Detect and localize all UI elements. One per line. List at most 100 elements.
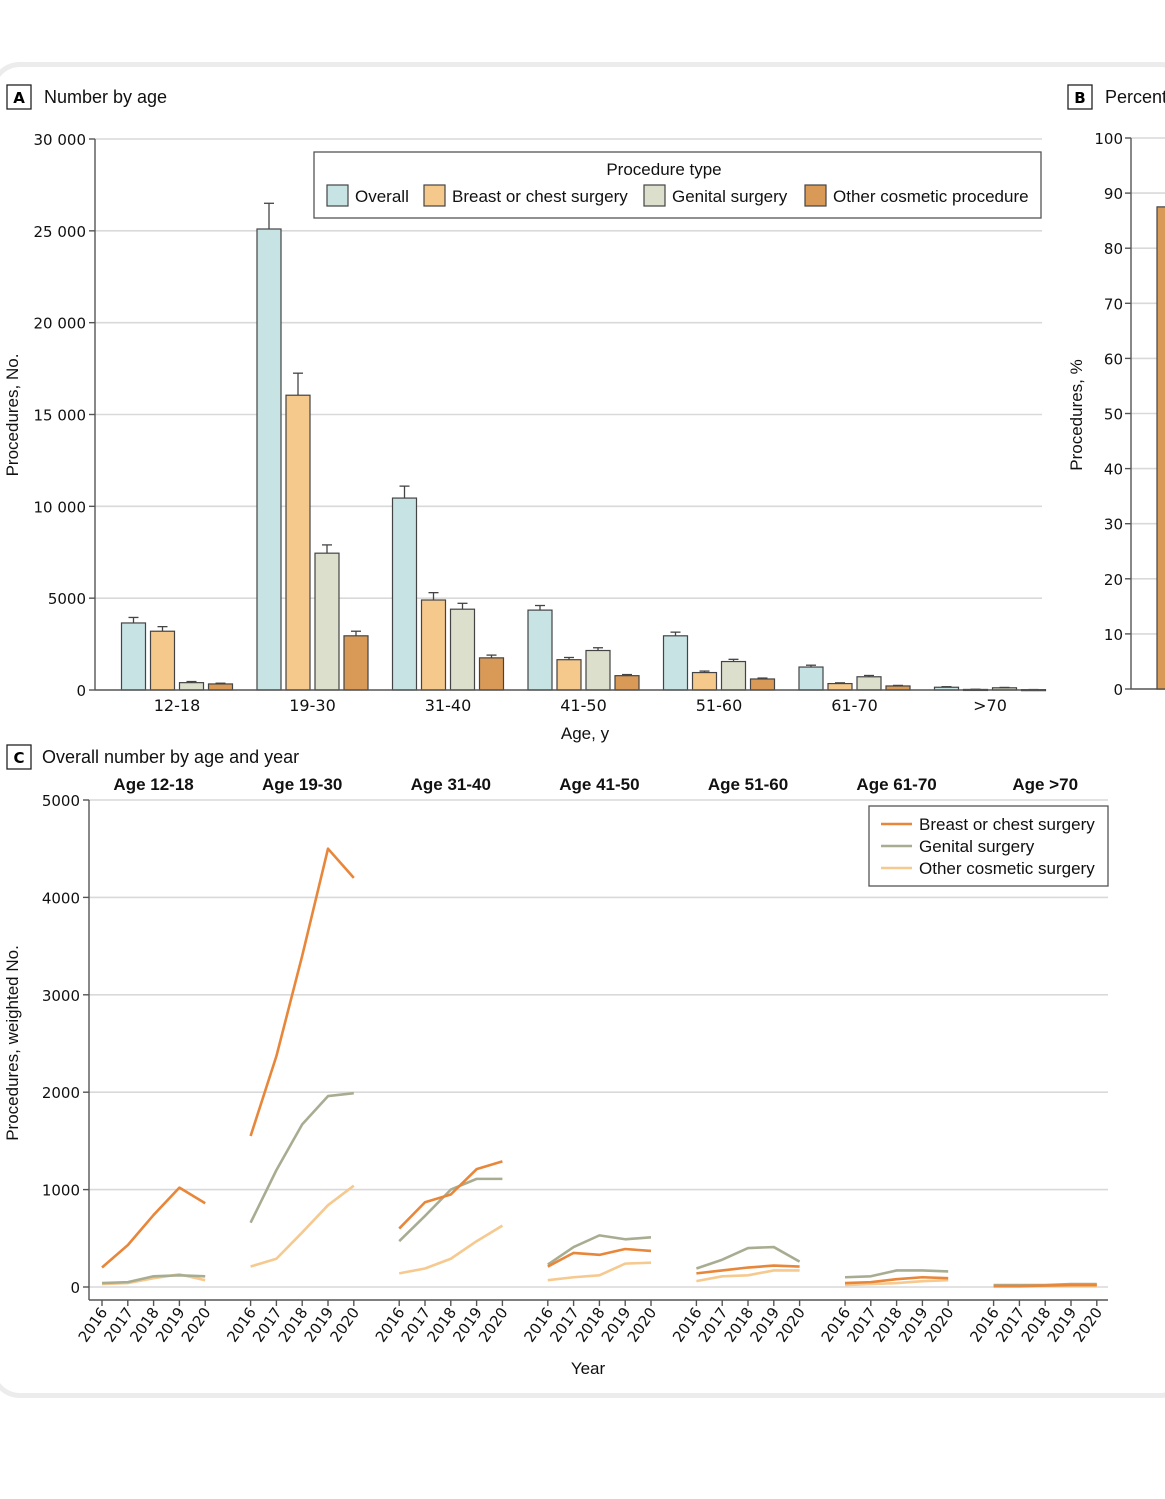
x-tick-label: 2020 [1069,1304,1106,1346]
panel-a-letter: A [13,89,25,107]
panel-a-legend: Procedure type Overall Breast or chest su… [313,151,1042,219]
x-tick-label: 51-60 [696,696,743,715]
series-line [398,1160,503,1230]
panel-c-header: C Overall number by age and year [6,744,299,770]
group-label: Age 61-70 [856,775,936,794]
legend-label: Other cosmetic surgery [919,859,1095,878]
y-tick-label: 60 [1104,350,1123,368]
x-tick-label: 2020 [326,1304,363,1346]
bar [556,659,582,691]
series-line [844,1275,949,1285]
bar [343,635,369,691]
y-tick-label: 2000 [42,1084,80,1102]
series-line [249,1091,354,1224]
series-line [547,1234,652,1266]
bar [691,671,718,691]
bar [827,682,853,691]
group-label: Age >70 [1012,775,1078,794]
bar [207,683,234,691]
legend-swatch [804,184,827,207]
series-line [547,1261,652,1282]
bar [256,228,282,691]
y-tick-label: 50 [1104,406,1123,424]
panel-a-letter-box [6,84,32,110]
legend-label: Genital surgery [919,837,1035,856]
bar [798,666,824,691]
y-tick-label: 30 [1104,516,1123,534]
x-tick-label: 31-40 [425,696,472,715]
bar [178,682,205,691]
y-tick-label: 10 000 [34,498,87,516]
y-tick-label: 5000 [48,590,86,608]
x-tick-label: 2020 [772,1304,809,1346]
panel-c-letter: C [13,749,24,767]
panel-c-legend: Breast or chest surgery Genital surgery Ot… [868,805,1109,887]
bar [585,649,611,691]
panel-a-y-label: Procedures, No. [3,354,22,477]
group-label: Age 19-30 [262,775,342,794]
bar [527,609,553,691]
legend-label: Overall [355,187,409,206]
x-tick-label: 19-30 [289,696,336,715]
series-line [844,1278,949,1287]
x-tick-label: 2020 [178,1304,215,1346]
legend-swatch [643,184,666,207]
legend-label: Breast or chest surgery [919,815,1095,834]
bar [856,676,882,691]
y-tick-label: 5000 [42,792,80,810]
series-line [696,1269,800,1283]
legend-swatch [326,184,349,207]
series-line [249,847,355,1137]
series-line [993,1283,1097,1288]
x-tick-label: >70 [973,696,1007,715]
group-label: Age 41-50 [559,775,639,794]
panel-c-letter-box [6,744,32,770]
y-tick-label: 80 [1104,240,1123,258]
y-tick-label: 30 000 [34,131,87,149]
bar [1156,206,1165,690]
y-tick-label: 4000 [42,889,80,907]
bar [614,675,640,691]
x-tick-label: 2020 [921,1304,958,1346]
series-line [844,1269,949,1279]
panel-a-title: Number by age [44,87,167,107]
legend-label: Genital surgery [672,187,788,206]
bar [285,394,311,691]
series-line [101,1274,206,1285]
x-tick-label: 2020 [624,1304,661,1346]
panel-b-letter: B [1074,89,1085,107]
bar [720,660,747,691]
group-label: Age 51-60 [708,775,788,794]
y-tick-label: 1000 [42,1182,80,1200]
series-line [250,1184,355,1268]
panel-b-letter-box [1067,84,1093,110]
y-tick-label: 90 [1104,185,1123,203]
bar [149,630,176,691]
y-tick-label: 3000 [42,987,80,1005]
series-line [696,1264,800,1275]
y-tick-label: 0 [1113,681,1123,699]
x-tick-label: 41-50 [560,696,607,715]
panel-b-y-label: Procedures, % [1067,359,1086,471]
legend-box [868,805,1109,887]
y-tick-label: 70 [1104,295,1123,313]
panel-c-title: Overall number by age and year [42,747,299,767]
panel-c-x-label: Year [571,1359,606,1378]
x-tick-label: 2020 [475,1304,512,1346]
legend-swatch [423,184,446,207]
panel-b-header: B Percent [1067,84,1165,110]
bar [449,608,476,691]
bar [314,552,340,691]
panel-a-x-label: Age, y [561,724,610,743]
x-tick-label: 61-70 [831,696,878,715]
x-tick-label: 12-18 [154,696,201,715]
series-line [398,1224,504,1275]
series-line [101,1186,206,1269]
bar [749,678,776,691]
bar [420,599,447,691]
bar [120,622,147,691]
series-line [547,1247,652,1268]
bar [391,497,418,691]
y-tick-label: 100 [1094,130,1123,148]
